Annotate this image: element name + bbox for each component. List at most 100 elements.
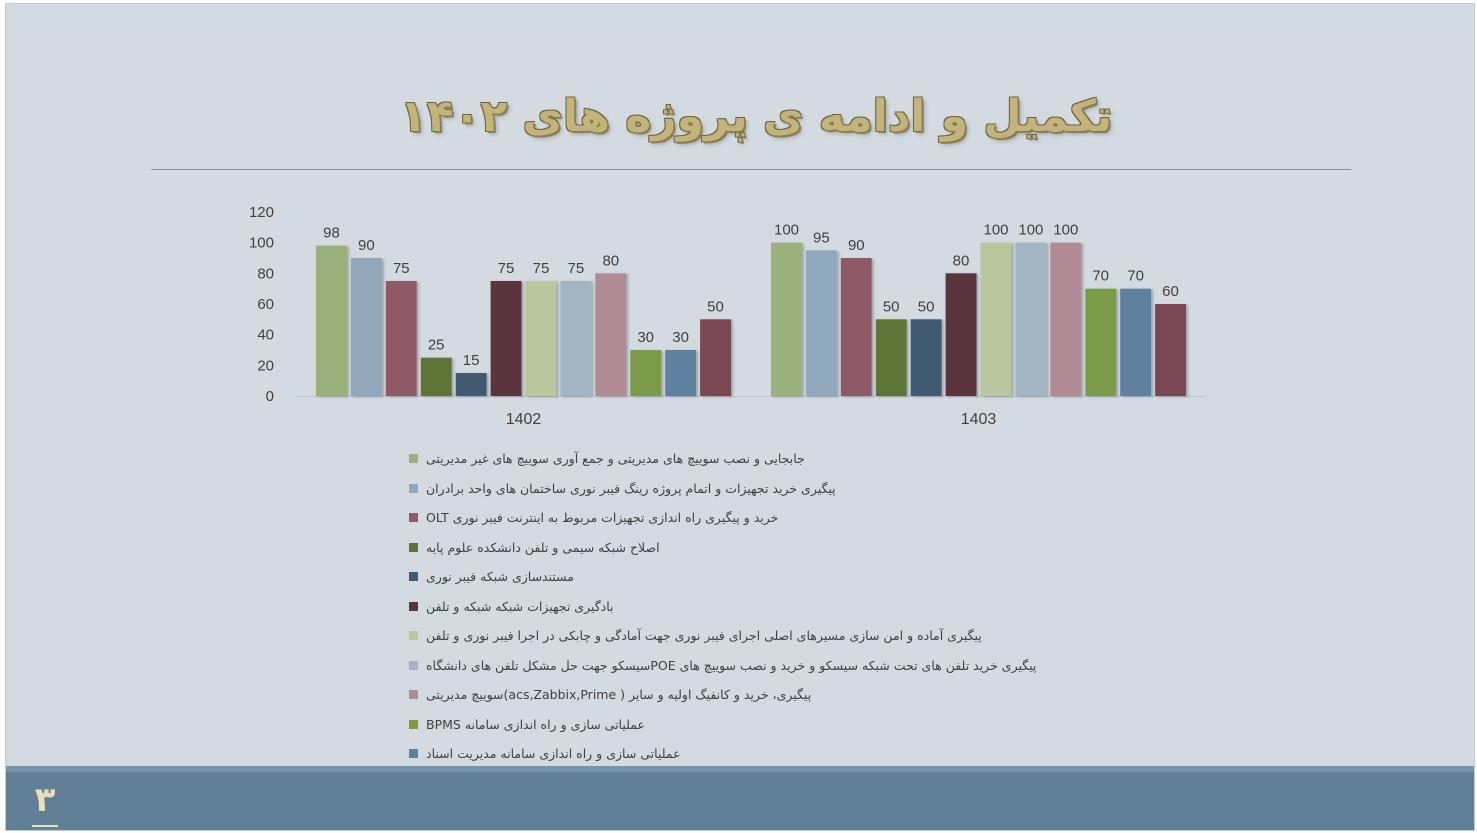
page-number: ۳ <box>34 780 56 820</box>
bar-group: 98 90 75 25 15 75 75 75 80 30 30 50 100 95 90 50 50 80 100… <box>316 222 1186 396</box>
bar <box>1085 288 1117 396</box>
chart-legend: جابجایی و نصب سوییچ های مدیریتی و جمع آو… <box>406 444 1106 769</box>
y-axis: 0 20 40 60 80 100 120 <box>249 204 1206 405</box>
bar <box>980 242 1012 396</box>
legend-item: خرید و پیگیری راه اندازی تجهیزات مربوط ب… <box>406 503 1106 533</box>
legend-item: مستندسازی شبکه فیبر نوری <box>406 562 1106 592</box>
bar-value-label: 30 <box>672 329 689 346</box>
bar-value-label: 15 <box>463 352 480 369</box>
legend-swatch <box>409 483 418 493</box>
x-axis: 1402 1403 <box>506 411 997 428</box>
bar <box>1155 304 1186 396</box>
bar-value-label: 100 <box>1018 222 1043 239</box>
legend-label: بادگیری تجهیزات شبکه شبکه و تلفن <box>426 598 614 614</box>
bar <box>771 242 802 396</box>
bar <box>630 350 662 396</box>
legend-swatch <box>409 454 418 464</box>
bar-value-label: 75 <box>533 260 550 277</box>
bar <box>665 350 697 396</box>
bar-value-label: 100 <box>774 222 799 239</box>
bar-value-label: 25 <box>428 337 445 354</box>
y-tick-label: 60 <box>257 296 274 313</box>
bar-value-label: 75 <box>393 260 410 277</box>
slide-title: تکمیل و ادامه ی پروژه های ۱۴۰۲ <box>399 91 1113 142</box>
bar-value-label: 70 <box>1127 268 1144 285</box>
bar-value-label: 90 <box>848 237 865 254</box>
bar-value-label: 50 <box>918 298 935 315</box>
legend-label: پیگیری خرید تجهیزات و اتمام پروژه رینگ ف… <box>426 480 836 496</box>
legend-label: اصلاح شبکه سیمی و تلفن دانشکده علوم پایه <box>426 539 660 555</box>
bar <box>420 357 452 396</box>
legend-label: مستندسازی شبکه فیبر نوری <box>426 569 574 585</box>
bar-value-label: 70 <box>1092 268 1109 285</box>
bar <box>1120 288 1152 396</box>
legend-swatch <box>409 631 418 641</box>
legend-label: پیگیری آماده و امن سازی مسیرهای اصلی اجر… <box>426 628 982 644</box>
y-tick-label: 40 <box>257 327 274 344</box>
bar <box>875 319 907 396</box>
bar <box>350 258 382 396</box>
legend-label: عملیاتی سازی و راه اندازی سامانه BPMS <box>426 716 645 732</box>
footer-bar: ۳ <box>6 766 1474 830</box>
y-tick-label: 0 <box>266 388 274 405</box>
bar-value-label: 30 <box>637 329 654 346</box>
category-label: 1402 <box>506 411 542 428</box>
legend-swatch <box>409 719 418 729</box>
page-number-underline <box>32 825 58 827</box>
legend-label: پیگیری، خرید و کانفیگ اولیه و سایر ( acs… <box>426 687 812 703</box>
legend-item: اصلاح شبکه سیمی و تلفن دانشکده علوم پایه <box>406 533 1106 563</box>
legend-swatch <box>409 749 418 759</box>
legend-item: پیگیری خرید تلفن های تحت شبکه سیسکو و خر… <box>406 651 1106 681</box>
bar <box>316 245 347 396</box>
bar-value-label: 80 <box>953 252 970 269</box>
category-label: 1403 <box>961 411 997 428</box>
legend-label: پیگیری خرید تلفن های تحت شبکه سیسکو و خر… <box>426 657 1037 673</box>
bar <box>1015 242 1047 396</box>
y-tick-label: 120 <box>249 204 274 221</box>
bar-value-label: 75 <box>568 260 585 277</box>
bar <box>910 319 942 396</box>
title-divider <box>151 169 1351 170</box>
bar-value-label: 80 <box>602 252 619 269</box>
bar <box>945 273 977 396</box>
bar <box>525 281 557 396</box>
legend-item: عملیاتی سازی و راه اندازی سامانه BPMS <box>406 710 1106 740</box>
bar <box>455 373 487 396</box>
bar-chart: 0 20 40 60 80 100 120 98 90 75 25 15 75 75 75 80 30 30 50… <box>249 204 1206 428</box>
legend-item: پیگیری، خرید و کانفیگ اولیه و سایر ( acs… <box>406 680 1106 710</box>
y-tick-label: 20 <box>257 357 274 374</box>
legend-item: پیگیری خرید تجهیزات و اتمام پروژه رینگ ف… <box>406 474 1106 504</box>
bar <box>840 258 872 396</box>
legend-swatch <box>409 690 418 700</box>
bar <box>385 281 417 396</box>
legend-label: عملیاتی سازی و راه اندازی سامانه مدیریت … <box>426 746 681 762</box>
legend-swatch <box>409 601 418 611</box>
legend-label: جابجایی و نصب سوییچ های مدیریتی و جمع آو… <box>426 451 805 467</box>
bar-value-label: 98 <box>323 225 340 242</box>
legend-swatch <box>409 572 418 582</box>
legend-swatch <box>409 513 418 523</box>
bar-value-label: 90 <box>358 237 375 254</box>
legend-swatch <box>409 660 418 670</box>
legend-swatch <box>409 542 418 552</box>
legend-item: عملیاتی سازی و راه اندازی سامانه مدیریت … <box>406 739 1106 769</box>
slide: تکمیل و ادامه ی پروژه های ۱۴۰۲ 0 20 40 60 80… <box>5 3 1475 831</box>
bar-value-label: 100 <box>1053 222 1078 239</box>
bar-value-label: 95 <box>813 229 830 246</box>
bar <box>700 319 731 396</box>
bar <box>490 281 522 396</box>
bar <box>595 273 627 396</box>
bar <box>1050 242 1082 396</box>
bar <box>560 281 592 396</box>
bar-value-label: 50 <box>883 298 900 315</box>
bar-value-label: 60 <box>1162 283 1179 300</box>
legend-item: پیگیری آماده و امن سازی مسیرهای اصلی اجر… <box>406 621 1106 651</box>
legend-label: خرید و پیگیری راه اندازی تجهیزات مربوط ب… <box>426 510 779 526</box>
bar <box>805 250 837 396</box>
y-tick-label: 80 <box>257 265 274 282</box>
bar-value-label: 50 <box>707 298 724 315</box>
legend-item: بادگیری تجهیزات شبکه شبکه و تلفن <box>406 592 1106 622</box>
y-tick-label: 100 <box>249 235 274 252</box>
legend-item: جابجایی و نصب سوییچ های مدیریتی و جمع آو… <box>406 444 1106 474</box>
bar-value-label: 75 <box>498 260 515 277</box>
